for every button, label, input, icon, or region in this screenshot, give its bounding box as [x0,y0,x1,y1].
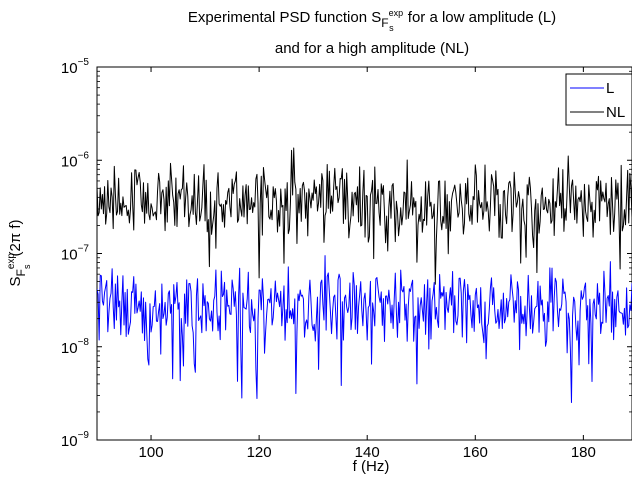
x-tick-label: 160 [463,444,488,461]
y-tick-label: 10−6 [61,150,90,170]
y-tick-exp: −5 [78,57,90,68]
legend-label-nl: NL [606,104,625,121]
y-tick-label: 10−5 [61,57,90,77]
legend: L NL [565,73,632,126]
chart-title-line2: and for a high amplitude (NL) [275,40,469,57]
x-tick-label: 140 [355,444,380,461]
y-tick-base: 10 [61,60,78,77]
series-layer [97,147,632,404]
x-axis-label: f (Hz) [353,458,390,475]
plot-area [96,66,632,441]
y-tick-base: 10 [61,433,78,450]
ylabel-sub-s: s [22,264,32,269]
ylabel-sub-f: F [14,269,28,276]
series-line-nl [97,147,632,285]
legend-box [565,73,632,126]
y-tick-label: 10−9 [61,430,90,450]
y-tick-label: 10−7 [61,244,90,264]
title-suffix: for a low amplitude (L) [404,9,557,26]
y-tick-base: 10 [61,153,78,170]
y-tick-exp: −7 [78,244,90,255]
ylabel-s: S [7,276,24,286]
y-tick-exp: −8 [78,337,90,348]
legend-label-l: L [606,80,614,97]
x-tick-label: 100 [139,444,164,461]
y-tick-exp: −9 [78,430,90,441]
x-tick-label: 120 [247,444,272,461]
y-tick-base: 10 [61,247,78,264]
title-sub-f: F [381,16,388,30]
chart-title-line1: Experimental PSD function SFexp s for a l… [188,8,556,33]
ylabel-sup-exp: exp [6,253,17,270]
series-line-l [97,255,632,404]
y-axis-label: SFexp s (2π f) [6,219,32,286]
x-tick-label: 180 [571,444,596,461]
ylabel-rest: (2π f) [7,219,24,256]
title-prefix: Experimental PSD function S [188,9,381,26]
y-tick-exp: −6 [78,150,90,161]
y-tick-base: 10 [61,340,78,357]
title-sup-exp: exp [389,8,404,18]
y-tick-label: 10−8 [61,337,90,357]
title-sub-s: s [389,23,394,33]
